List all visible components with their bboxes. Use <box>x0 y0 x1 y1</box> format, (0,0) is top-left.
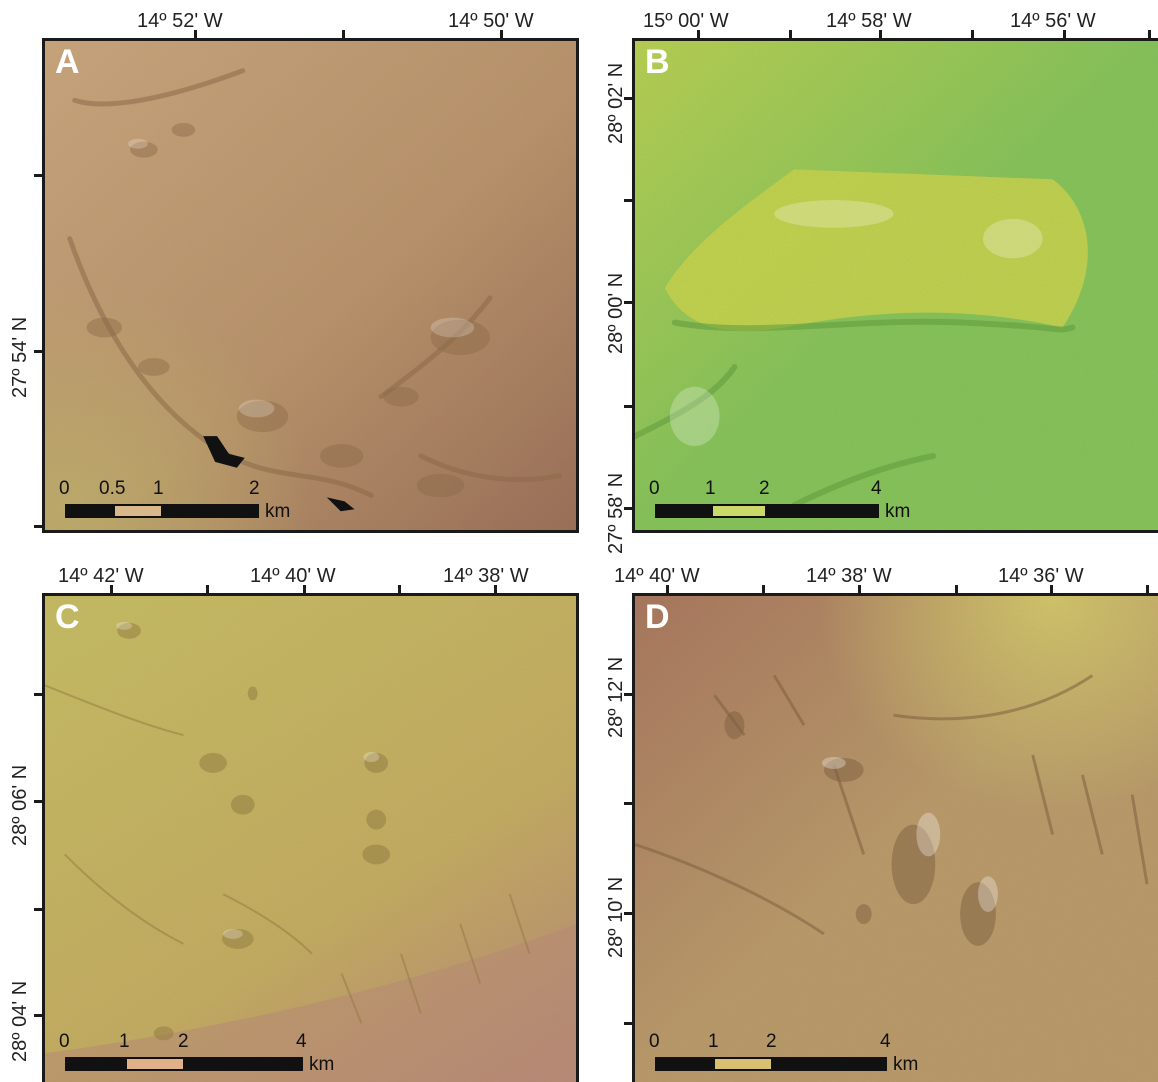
lat-tick <box>34 525 44 528</box>
lon-tick <box>955 585 958 595</box>
lon-tick <box>971 30 974 40</box>
lon-tick <box>110 585 113 595</box>
scale-tick-label: 0.5 <box>99 478 126 499</box>
scale-tick-label: 0 <box>59 1031 70 1052</box>
lon-tick <box>789 30 792 40</box>
lat-tick <box>624 693 634 696</box>
lon-label: 14º 58' W <box>826 10 912 32</box>
lon-tick <box>303 585 306 595</box>
lat-label: 28º 02' N <box>605 62 627 144</box>
scale-unit: km <box>265 501 291 522</box>
lat-label: 27º 54' N <box>9 316 31 398</box>
lon-label: 14º 40' W <box>250 565 336 587</box>
scale-unit: km <box>893 1054 919 1075</box>
scale-unit: km <box>309 1054 335 1075</box>
lat-tick <box>34 908 44 911</box>
lon-tick <box>879 30 882 40</box>
scale-tick-label: 2 <box>249 478 260 499</box>
scale-tick-label: 1 <box>708 1031 719 1052</box>
scale-bar <box>65 1057 303 1071</box>
bathymetry-map-b: B 0 1 2 4 km <box>632 38 1158 533</box>
lat-tick <box>34 693 44 696</box>
lon-label: 14º 52' W <box>137 10 223 32</box>
lon-tick <box>194 30 197 40</box>
lon-label: 14º 42' W <box>58 565 144 587</box>
lat-label: 28º 00' N <box>605 272 627 354</box>
lon-tick <box>1146 585 1149 595</box>
lat-tick <box>34 174 44 177</box>
lat-tick <box>624 912 634 915</box>
lat-tick <box>34 350 44 353</box>
scale-bar <box>65 504 259 518</box>
panel-label: D <box>645 598 670 636</box>
lon-label: 14º 56' W <box>1010 10 1096 32</box>
lat-label: 28º 06' N <box>9 764 31 846</box>
lat-tick <box>624 405 634 408</box>
lat-label: 28º 10' N <box>605 876 627 958</box>
scale-tick-label: 4 <box>296 1031 307 1052</box>
lon-tick <box>762 585 765 595</box>
bathymetry-map-c: C 0 1 2 4 km <box>42 593 579 1082</box>
lon-label: 14º 38' W <box>443 565 529 587</box>
lon-tick <box>697 30 700 40</box>
relief-shading-c <box>45 596 576 1082</box>
lon-label: 14º 36' W <box>998 565 1084 587</box>
lon-label: 14º 40' W <box>614 565 700 587</box>
lat-tick <box>34 1014 44 1017</box>
panel-label: B <box>645 43 670 81</box>
relief-shading-a <box>45 41 576 530</box>
scale-tick-label: 1 <box>153 478 164 499</box>
lat-tick <box>624 301 634 304</box>
scale-bar <box>655 504 879 518</box>
panel-label: C <box>55 598 80 636</box>
lat-tick <box>624 97 634 100</box>
lon-tick <box>500 30 503 40</box>
scale-tick-label: 4 <box>871 478 882 499</box>
scale-tick-label: 0 <box>649 478 660 499</box>
bathymetry-map-d: D 0 1 2 4 km <box>632 593 1158 1082</box>
lat-tick <box>34 800 44 803</box>
scale-tick-label: 2 <box>766 1031 777 1052</box>
scale-bar <box>655 1057 887 1071</box>
scale-tick-label: 2 <box>759 478 770 499</box>
lon-tick <box>666 585 669 595</box>
lon-tick <box>1063 30 1066 40</box>
lat-label: 28º 04' N <box>9 980 31 1062</box>
lon-tick <box>494 585 497 595</box>
lat-tick <box>624 199 634 202</box>
lat-tick <box>624 1022 634 1025</box>
scale-tick-label: 1 <box>705 478 716 499</box>
relief-shading-b <box>635 41 1158 530</box>
lon-tick <box>206 585 209 595</box>
lat-tick <box>624 507 634 510</box>
lon-tick <box>342 30 345 40</box>
lat-tick <box>624 802 634 805</box>
lon-label: 14º 38' W <box>806 565 892 587</box>
scale-tick-label: 0 <box>59 478 70 499</box>
lon-tick <box>858 585 861 595</box>
scale-tick-label: 2 <box>178 1031 189 1052</box>
lon-tick <box>1148 30 1151 40</box>
scale-tick-label: 1 <box>119 1031 130 1052</box>
lon-tick <box>398 585 401 595</box>
scale-tick-label: 4 <box>880 1031 891 1052</box>
lon-label: 15º 00' W <box>643 10 729 32</box>
scale-tick-label: 0 <box>649 1031 660 1052</box>
bathymetry-map-a: A 0 0.5 1 2 km <box>42 38 579 533</box>
lat-label: 28º 12' N <box>605 656 627 738</box>
panel-label: A <box>55 43 80 81</box>
relief-shading-d <box>635 596 1158 1082</box>
lon-tick <box>1050 585 1053 595</box>
lon-label: 14º 50' W <box>448 10 534 32</box>
lat-label: 27º 58' N <box>605 472 627 554</box>
scale-unit: km <box>885 501 911 522</box>
